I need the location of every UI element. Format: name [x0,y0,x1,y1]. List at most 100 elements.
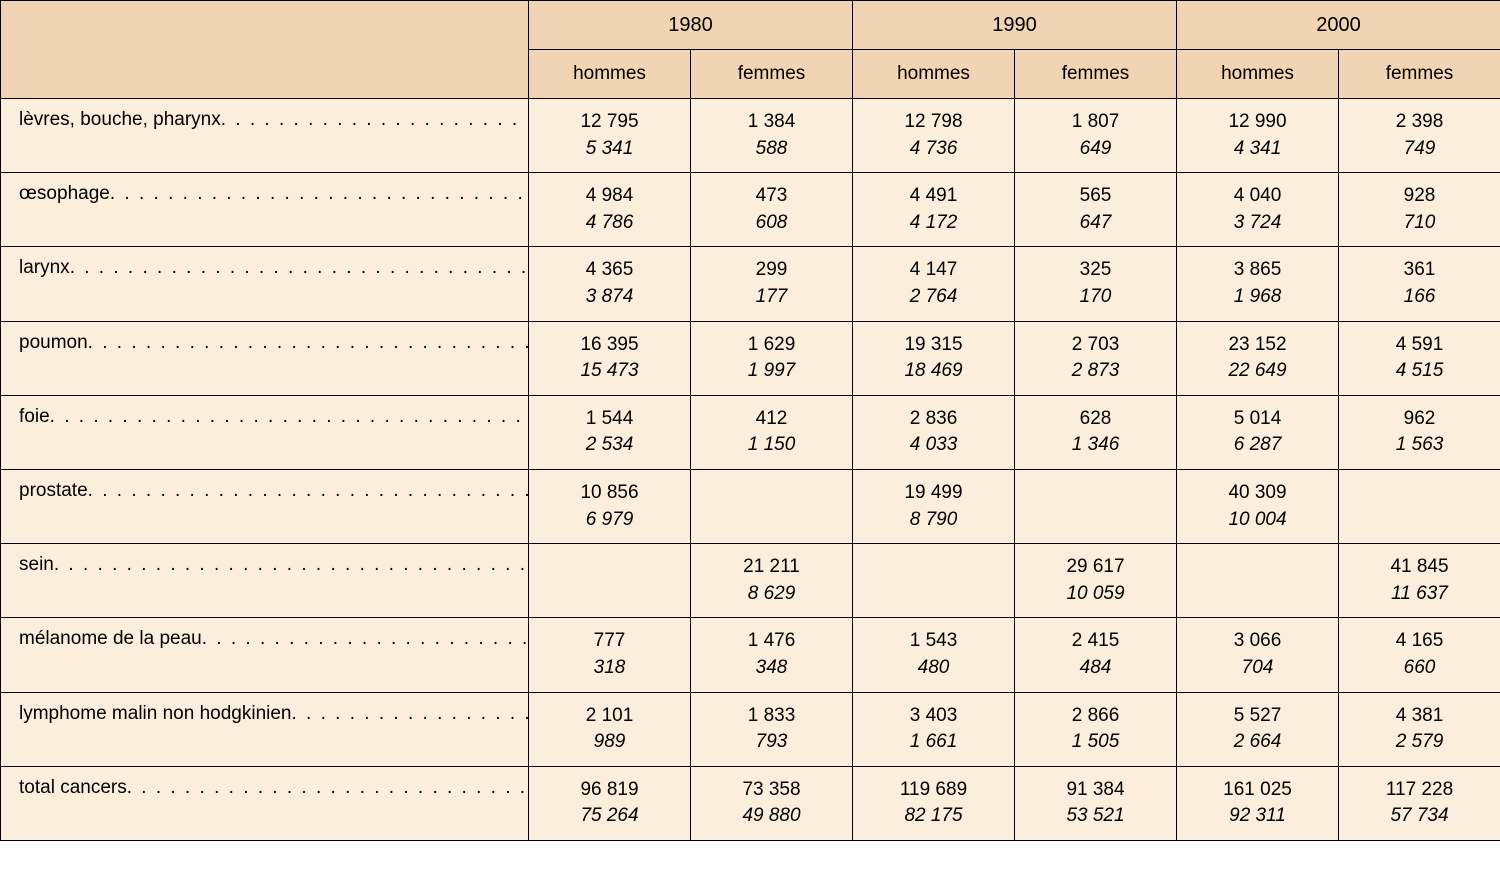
sub-header: femmes [691,50,853,99]
cell-value-secondary: 649 [1015,136,1176,163]
cell-value-primary: 3 066 [1177,628,1338,655]
cell-value-primary: 4 165 [1339,628,1500,655]
cell-value-secondary: 1 150 [691,432,852,459]
data-cell: 117 22857 734 [1339,766,1500,840]
data-cell: 4 4914 172 [853,173,1015,247]
row-label: larynx. . . . . . . . . . . . . . . . . … [1,247,529,321]
table-body: lèvres, bouche, pharynx. . . . . . . . .… [1,99,1500,841]
cell-value-secondary: 2 579 [1339,729,1500,756]
cell-value-primary: 41 845 [1339,554,1500,581]
cell-value-primary: 12 798 [853,109,1014,136]
data-cell: 5 0146 287 [1177,395,1339,469]
table-row: prostate. . . . . . . . . . . . . . . . … [1,469,1500,543]
cell-value-secondary: 608 [691,210,852,237]
table-row: lymphome malin non hodgkinien. . . . . .… [1,692,1500,766]
cell-value-secondary: 1 968 [1177,284,1338,311]
cell-value-primary: 1 629 [691,332,852,359]
cell-value-secondary: 166 [1339,284,1500,311]
data-cell: 23 15222 649 [1177,321,1339,395]
data-cell: 565647 [1015,173,1177,247]
year-header: 1990 [853,1,1177,50]
sub-header: femmes [1015,50,1177,99]
data-cell: 1 543480 [853,618,1015,692]
sub-header: hommes [853,50,1015,99]
cell-value-secondary: 989 [529,729,690,756]
data-cell: 473608 [691,173,853,247]
row-label: mélanome de la peau. . . . . . . . . . .… [1,618,529,692]
cell-value-secondary: 6 287 [1177,432,1338,459]
row-label-text: total cancers [19,777,127,798]
cell-value-secondary: 3 724 [1177,210,1338,237]
dot-leader: . . . . . . . . . . . . . . . . . . . . … [127,777,529,798]
cell-value-secondary: 4 033 [853,432,1014,459]
cell-value-primary: 1 807 [1015,109,1176,136]
row-label: sein. . . . . . . . . . . . . . . . . . … [1,544,529,618]
cell-value-secondary: 480 [853,655,1014,682]
year-header: 2000 [1177,1,1500,50]
data-cell: 1 807649 [1015,99,1177,173]
cell-value-secondary: 1 346 [1015,432,1176,459]
cell-value-primary [529,554,690,581]
cell-value-primary: 928 [1339,183,1500,210]
cell-value-primary [691,480,852,507]
cell-value-primary: 73 358 [691,777,852,804]
cell-value-primary: 1 544 [529,406,690,433]
cell-value-secondary [529,581,690,608]
cell-value-primary: 4 591 [1339,332,1500,359]
cell-value-primary: 96 819 [529,777,690,804]
cell-value-secondary: 1 997 [691,358,852,385]
cell-value-secondary: 82 175 [853,803,1014,830]
cell-value-primary: 19 499 [853,480,1014,507]
data-cell: 21 2118 629 [691,544,853,618]
data-cell: 9621 563 [1339,395,1500,469]
cell-value-secondary: 177 [691,284,852,311]
data-cell: 777318 [529,618,691,692]
data-cell: 19 4998 790 [853,469,1015,543]
data-cell: 1 833793 [691,692,853,766]
dot-leader: . . . . . . . . . . . . . . . . . . . . … [202,628,529,649]
cell-value-primary [1015,480,1176,507]
cell-value-primary: 12 990 [1177,109,1338,136]
cell-value-secondary: 2 664 [1177,729,1338,756]
cell-value-secondary: 4 515 [1339,358,1500,385]
cell-value-secondary: 11 637 [1339,581,1500,608]
cell-value-primary: 777 [529,628,690,655]
data-cell: 10 8566 979 [529,469,691,543]
cell-value-primary [1177,554,1338,581]
data-cell: 19 31518 469 [853,321,1015,395]
cell-value-primary: 473 [691,183,852,210]
dot-leader: . . . . . . . . . . . . . . . . . . . . … [54,554,529,575]
data-cell: 16 39515 473 [529,321,691,395]
data-cell: 91 38453 521 [1015,766,1177,840]
row-label: œsophage. . . . . . . . . . . . . . . . … [1,173,529,247]
cell-value-secondary: 588 [691,136,852,163]
cell-value-secondary: 710 [1339,210,1500,237]
table-row: larynx. . . . . . . . . . . . . . . . . … [1,247,1500,321]
cell-value-primary: 12 795 [529,109,690,136]
row-label-text: foie [19,406,50,427]
data-cell: 29 61710 059 [1015,544,1177,618]
data-cell: 2 101989 [529,692,691,766]
cell-value-primary: 29 617 [1015,554,1176,581]
cell-value-secondary [1177,581,1338,608]
cell-value-primary: 412 [691,406,852,433]
cell-value-secondary: 8 629 [691,581,852,608]
cell-value-secondary: 793 [691,729,852,756]
data-cell: 325170 [1015,247,1177,321]
cell-value-secondary: 22 649 [1177,358,1338,385]
data-cell: 1 476348 [691,618,853,692]
cell-value-primary: 4 040 [1177,183,1338,210]
cell-value-primary: 16 395 [529,332,690,359]
cell-value-secondary: 15 473 [529,358,690,385]
data-cell: 4 9844 786 [529,173,691,247]
cell-value-primary: 91 384 [1015,777,1176,804]
cell-value-primary: 2 866 [1015,703,1176,730]
cell-value-primary: 4 984 [529,183,690,210]
table-row: poumon. . . . . . . . . . . . . . . . . … [1,321,1500,395]
sub-header: femmes [1339,50,1500,99]
data-cell: 119 68982 175 [853,766,1015,840]
cell-value-secondary [691,507,852,534]
table-header: 1980 1990 2000 hommes femmes hommes femm… [1,1,1500,99]
cell-value-secondary: 18 469 [853,358,1014,385]
cell-value-secondary: 1 563 [1339,432,1500,459]
